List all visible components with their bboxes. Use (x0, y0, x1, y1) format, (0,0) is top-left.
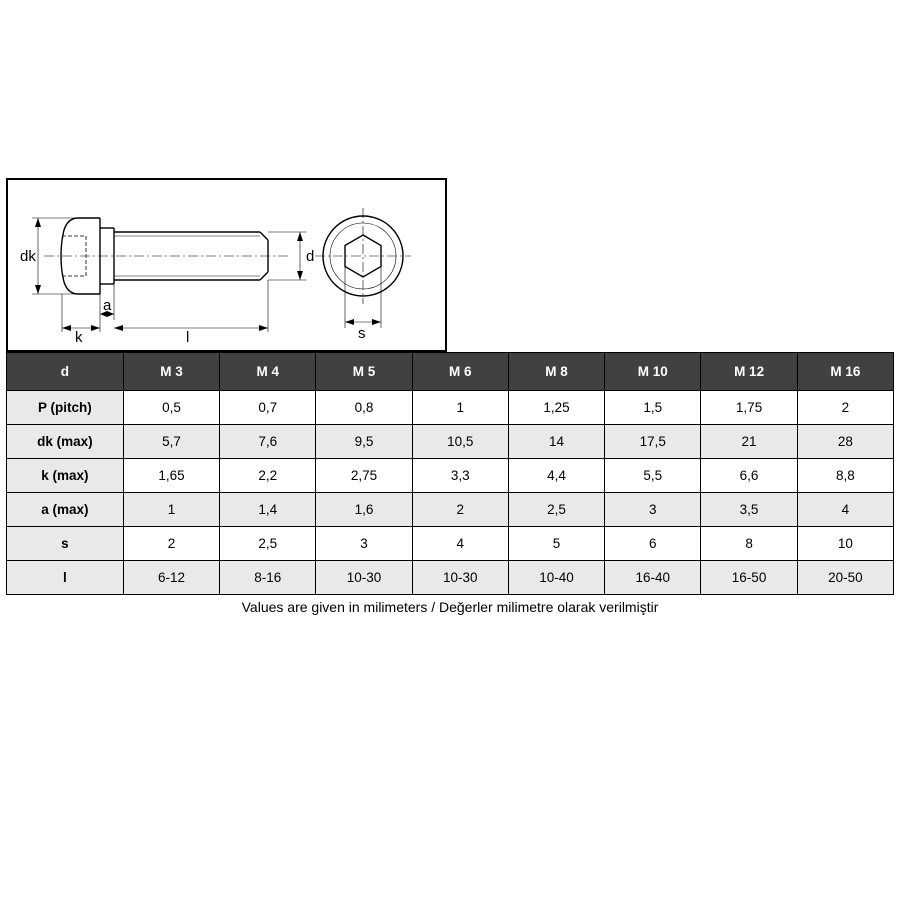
row-label: a (max) (7, 493, 124, 527)
table-cell: 1,4 (220, 493, 316, 527)
table-cell: 2,2 (220, 459, 316, 493)
table-cell: 28 (797, 425, 893, 459)
table-row: k (max)1,652,22,753,34,45,56,68,8 (7, 459, 894, 493)
technical-diagram: dk d k a l s (6, 178, 447, 352)
table-cell: 4 (412, 527, 508, 561)
table-cell: 2,75 (316, 459, 412, 493)
table-row: l6-128-1610-3010-3010-4016-4016-5020-50 (7, 561, 894, 595)
table-header-cell: M 12 (701, 353, 797, 391)
table-header-cell: M 4 (220, 353, 316, 391)
row-label: P (pitch) (7, 391, 124, 425)
table-cell: 3 (605, 493, 701, 527)
spec-table: dM 3M 4M 5M 6M 8M 10M 12M 16 P (pitch)0,… (6, 352, 894, 595)
label-d: d (306, 248, 314, 265)
table-cell: 0,5 (123, 391, 219, 425)
table-header-cell: M 5 (316, 353, 412, 391)
table-cell: 1 (412, 391, 508, 425)
table-cell: 7,6 (220, 425, 316, 459)
table-cell: 1 (123, 493, 219, 527)
row-label: k (max) (7, 459, 124, 493)
table-cell: 6,6 (701, 459, 797, 493)
row-label: s (7, 527, 124, 561)
table-cell: 8,8 (797, 459, 893, 493)
table-cell: 3 (316, 527, 412, 561)
table-cell: 1,25 (508, 391, 604, 425)
table-header-row: dM 3M 4M 5M 6M 8M 10M 12M 16 (7, 353, 894, 391)
table-cell: 10 (797, 527, 893, 561)
table-cell: 10,5 (412, 425, 508, 459)
table-cell: 4,4 (508, 459, 604, 493)
row-label: l (7, 561, 124, 595)
table-header-cell: M 16 (797, 353, 893, 391)
table-header-cell: M 10 (605, 353, 701, 391)
table-cell: 5,5 (605, 459, 701, 493)
table-cell: 2,5 (220, 527, 316, 561)
table-header-cell: M 8 (508, 353, 604, 391)
table-cell: 2 (797, 391, 893, 425)
table-cell: 0,8 (316, 391, 412, 425)
table-cell: 6-12 (123, 561, 219, 595)
table-header-cell: M 3 (123, 353, 219, 391)
label-dk: dk (20, 248, 36, 265)
table-cell: 10-30 (412, 561, 508, 595)
table-cell: 1,5 (605, 391, 701, 425)
label-s: s (358, 325, 366, 342)
table-cell: 9,5 (316, 425, 412, 459)
table-row: P (pitch)0,50,70,811,251,51,752 (7, 391, 894, 425)
table-header-cell: d (7, 353, 124, 391)
table-cell: 2 (412, 493, 508, 527)
table-cell: 3,5 (701, 493, 797, 527)
table-cell: 21 (701, 425, 797, 459)
label-k: k (75, 329, 83, 346)
table-body: P (pitch)0,50,70,811,251,51,752dk (max)5… (7, 391, 894, 595)
label-a: a (103, 297, 112, 314)
table-header-cell: M 6 (412, 353, 508, 391)
table-cell: 8-16 (220, 561, 316, 595)
row-label: dk (max) (7, 425, 124, 459)
table-cell: 20-50 (797, 561, 893, 595)
table-cell: 8 (701, 527, 797, 561)
footnote: Values are given in milimeters / Değerle… (6, 599, 894, 615)
table-cell: 2,5 (508, 493, 604, 527)
table-cell: 3,3 (412, 459, 508, 493)
table-cell: 14 (508, 425, 604, 459)
table-cell: 16-50 (701, 561, 797, 595)
table-cell: 0,7 (220, 391, 316, 425)
table-cell: 1,65 (123, 459, 219, 493)
table-row: dk (max)5,77,69,510,51417,52128 (7, 425, 894, 459)
table-cell: 4 (797, 493, 893, 527)
screw-drawing: dk d k a l s (8, 180, 445, 350)
label-l: l (186, 329, 189, 346)
table-cell: 17,5 (605, 425, 701, 459)
table-cell: 16-40 (605, 561, 701, 595)
table-cell: 10-40 (508, 561, 604, 595)
table-cell: 6 (605, 527, 701, 561)
table-cell: 1,6 (316, 493, 412, 527)
table-cell: 2 (123, 527, 219, 561)
table-cell: 5,7 (123, 425, 219, 459)
table-row: s22,53456810 (7, 527, 894, 561)
table-row: a (max)11,41,622,533,54 (7, 493, 894, 527)
table-cell: 10-30 (316, 561, 412, 595)
table-cell: 1,75 (701, 391, 797, 425)
table-cell: 5 (508, 527, 604, 561)
